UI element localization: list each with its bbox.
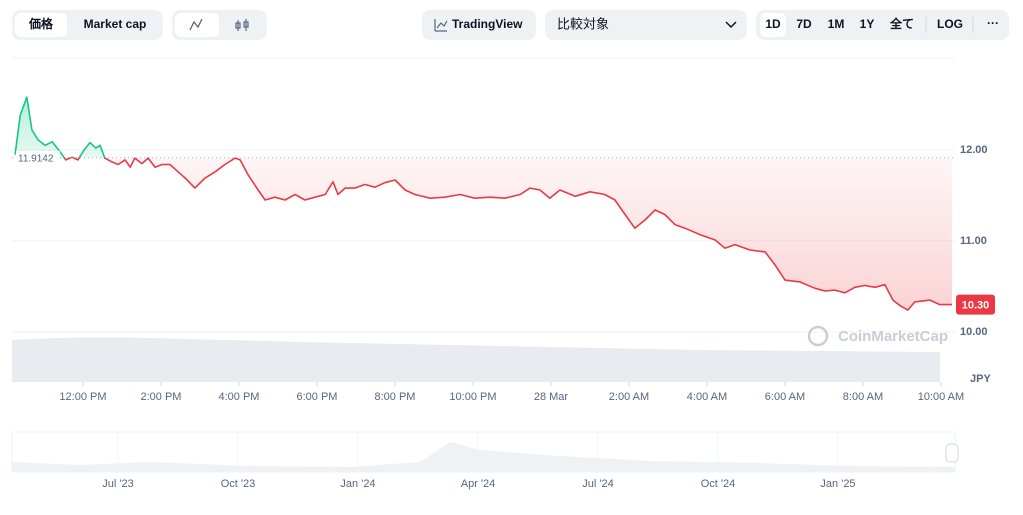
log-button[interactable]: LOG	[937, 17, 963, 31]
x-tick-label: 6:00 PM	[296, 391, 337, 403]
navigator-label: Oct '24	[701, 478, 736, 490]
x-tick-label: 4:00 PM	[218, 391, 259, 403]
range-button[interactable]: 1M	[828, 17, 845, 31]
tradingview-label[interactable]: TradingView	[452, 17, 523, 31]
x-tick-label: 12:00 PM	[59, 391, 106, 403]
range-button[interactable]: 7D	[796, 17, 812, 31]
x-tick-label: 8:00 PM	[374, 391, 415, 403]
range-active[interactable]	[760, 13, 786, 37]
x-tick-label: 8:00 AM	[843, 391, 883, 403]
tab[interactable]: 価格	[28, 16, 54, 31]
tab-active[interactable]	[15, 13, 67, 37]
range-group	[756, 10, 1009, 40]
line-icon	[189, 18, 203, 31]
navigator-label: Jan '25	[820, 478, 855, 490]
range-button[interactable]: 1D	[765, 17, 781, 31]
watermark-logo	[807, 325, 829, 347]
navigator-label: Jan '24	[340, 478, 375, 490]
compare-select[interactable]	[545, 10, 747, 40]
candle-icon[interactable]	[235, 19, 249, 31]
price-line	[14, 96, 952, 311]
navigator-handle[interactable]	[945, 443, 959, 463]
x-tick-label: 2:00 AM	[609, 391, 649, 403]
more-button[interactable]: ···	[987, 16, 999, 30]
last-price-label: 10.30	[962, 300, 990, 312]
x-tick-label: 6:00 AM	[765, 391, 805, 403]
navigator-area	[12, 442, 955, 472]
navigator-label: Apr '24	[461, 478, 496, 490]
compare-label[interactable]: 比較対象	[557, 16, 609, 31]
chevron	[725, 21, 737, 29]
tab[interactable]: Market cap	[84, 17, 147, 31]
volume-area	[12, 337, 940, 382]
y-axis-label: JPY	[970, 373, 991, 385]
navigator-label: Jul '23	[102, 478, 133, 490]
tradingview-button[interactable]	[422, 10, 536, 40]
y-tick-label: 12.00	[960, 144, 988, 156]
range-button[interactable]: 1Y	[860, 17, 875, 31]
x-tick-label: 10:00 AM	[918, 391, 964, 403]
last-price-badge	[956, 294, 995, 315]
y-tick-label: 10.00	[960, 326, 988, 338]
area-fill	[15, 97, 952, 311]
reference-label-bg	[16, 150, 60, 165]
navigator-label: Oct '23	[221, 478, 256, 490]
reference-label: 11.9142	[18, 153, 54, 164]
x-tick-label: 10:00 PM	[449, 391, 496, 403]
tv-icon	[434, 19, 448, 32]
y-tick-label: 11.00	[960, 235, 987, 247]
watermark: CoinMarketCap	[838, 328, 948, 345]
navigator-label: Jul '24	[582, 478, 613, 490]
range-button[interactable]: 全て	[889, 16, 914, 31]
x-tick-label: 28 Mar	[534, 391, 569, 403]
x-tick-label: 4:00 AM	[687, 391, 727, 403]
x-tick-label: 2:00 PM	[140, 391, 181, 403]
